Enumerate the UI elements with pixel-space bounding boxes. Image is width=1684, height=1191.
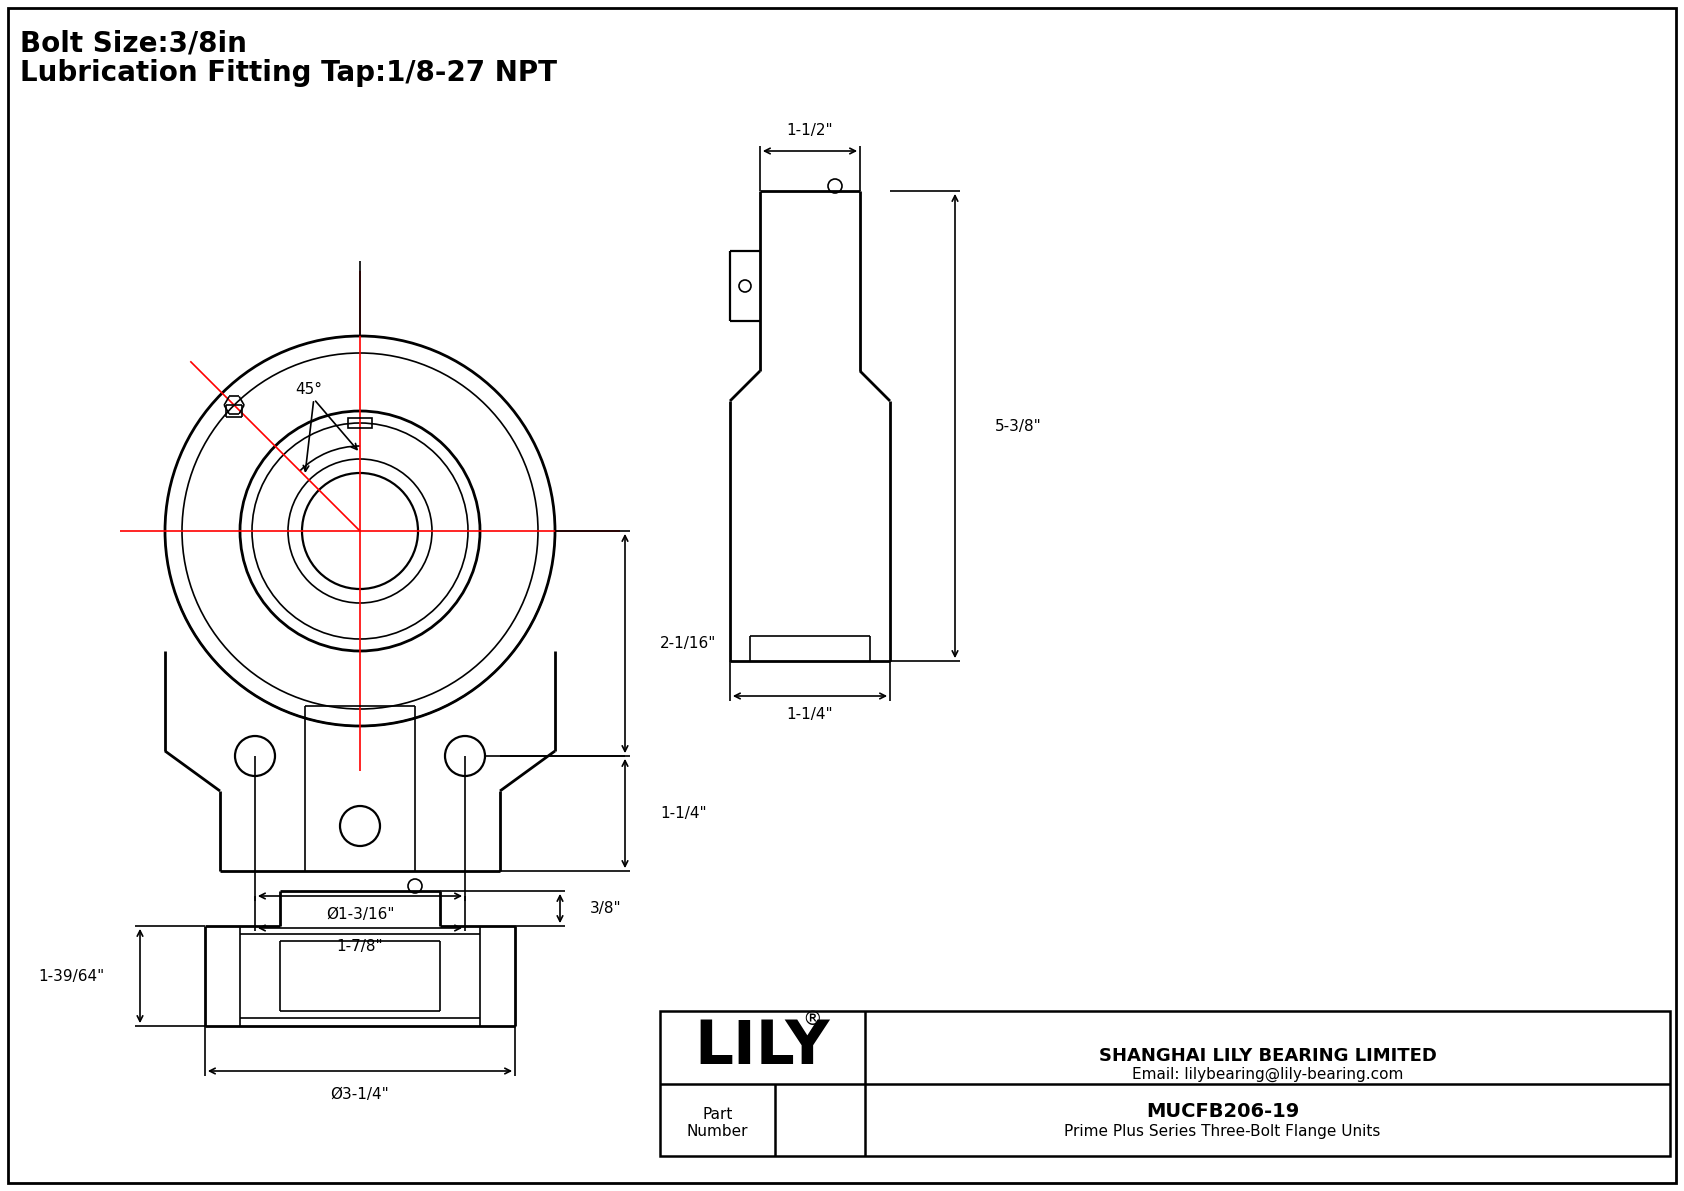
Text: Prime Plus Series Three-Bolt Flange Units: Prime Plus Series Three-Bolt Flange Unit… <box>1064 1124 1381 1140</box>
Text: Email: lilybearing@lily-bearing.com: Email: lilybearing@lily-bearing.com <box>1132 1066 1403 1081</box>
Text: 1-1/2": 1-1/2" <box>786 124 834 138</box>
Text: 3/8": 3/8" <box>589 902 621 916</box>
Text: 1-39/64": 1-39/64" <box>39 968 104 984</box>
Bar <box>349 418 372 428</box>
Text: Bolt Size:3/8in: Bolt Size:3/8in <box>20 29 248 57</box>
Text: 45°: 45° <box>295 381 322 397</box>
Text: Lubrication Fitting Tap:1/8-27 NPT: Lubrication Fitting Tap:1/8-27 NPT <box>20 60 557 87</box>
Text: Number: Number <box>687 1124 748 1140</box>
Bar <box>660 1011 1671 1156</box>
Text: Ø3-1/4": Ø3-1/4" <box>330 1086 389 1102</box>
Text: ®: ® <box>803 1010 822 1029</box>
Text: MUCFB206-19: MUCFB206-19 <box>1145 1102 1298 1121</box>
Text: Part: Part <box>702 1108 733 1122</box>
Text: 1-1/4": 1-1/4" <box>660 806 707 821</box>
Text: 5-3/8": 5-3/8" <box>995 418 1042 434</box>
Text: SHANGHAI LILY BEARING LIMITED: SHANGHAI LILY BEARING LIMITED <box>1098 1047 1436 1065</box>
Text: 2-1/16": 2-1/16" <box>660 636 716 651</box>
Text: LILY: LILY <box>695 1018 830 1077</box>
Text: 1-7/8": 1-7/8" <box>337 939 384 954</box>
Text: 1-1/4": 1-1/4" <box>786 707 834 723</box>
Text: Ø1-3/16": Ø1-3/16" <box>325 908 394 923</box>
